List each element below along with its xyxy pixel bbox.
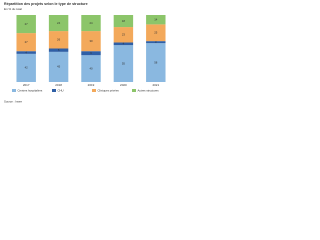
value-label: 18	[122, 19, 126, 23]
value-label: 55	[122, 61, 126, 65]
legend-swatch	[92, 89, 96, 92]
bar-segment	[48, 15, 69, 32]
value-label: 26	[57, 38, 61, 42]
value-label: 45	[57, 65, 61, 69]
value-label: 58	[154, 60, 158, 64]
bar-segment	[16, 53, 36, 82]
x-tick-label: 2017	[23, 83, 30, 87]
bar-segment	[146, 24, 166, 42]
bar-segment	[16, 33, 36, 52]
x-tick-label: 2020	[120, 83, 127, 87]
value-label: 4	[25, 50, 27, 54]
x-tick-label: 2019	[88, 83, 95, 87]
value-label: 23	[122, 32, 126, 36]
value-label: 24	[57, 21, 61, 25]
bar-segment	[146, 15, 166, 25]
bar-segment	[16, 51, 36, 54]
chart: Répartition des projets selon le type de…	[4, 2, 166, 104]
bar-segment	[81, 51, 101, 56]
bar-segment	[146, 41, 166, 44]
bar-segment	[48, 51, 69, 82]
value-label: 42	[25, 66, 29, 70]
value-label: 3	[155, 40, 157, 44]
legend-label: CHU	[58, 88, 64, 92]
value-label: 6	[90, 51, 92, 55]
bar-segment	[146, 43, 166, 82]
bar-segment	[81, 55, 101, 82]
bar-segment	[48, 31, 69, 49]
bar-segment	[113, 15, 134, 28]
bar-segment	[16, 15, 36, 34]
value-label: 25	[154, 30, 158, 34]
value-label: 24	[89, 21, 93, 25]
value-label: 30	[89, 39, 93, 43]
bar-segment	[113, 27, 134, 43]
value-label: 4	[123, 42, 125, 46]
legend-label: Centres hospitaliers	[18, 88, 43, 92]
value-label: 27	[25, 40, 29, 44]
legend-swatch	[12, 89, 16, 92]
bar-segment	[113, 45, 134, 82]
value-label: 14	[154, 17, 158, 21]
bar-segment	[113, 42, 134, 46]
legend-swatch	[132, 89, 136, 92]
source: Source : Insee	[4, 100, 22, 104]
x-tick-label: 2021	[152, 83, 159, 87]
chart-title: Répartition des projets selon le type de…	[4, 2, 88, 6]
value-label: 40	[89, 66, 93, 70]
legend-swatch	[52, 89, 56, 92]
bar-segment	[81, 31, 101, 52]
chart-subtitle: En % du total	[4, 7, 22, 11]
bar-segment	[48, 48, 69, 52]
legend-label: Cliniques privées	[98, 88, 120, 92]
value-label: 27	[25, 22, 29, 26]
bar-segment	[81, 15, 101, 32]
value-label: 5	[58, 48, 60, 52]
legend-label: Autres structures	[138, 88, 160, 92]
x-tick-label: 2018	[55, 83, 62, 87]
